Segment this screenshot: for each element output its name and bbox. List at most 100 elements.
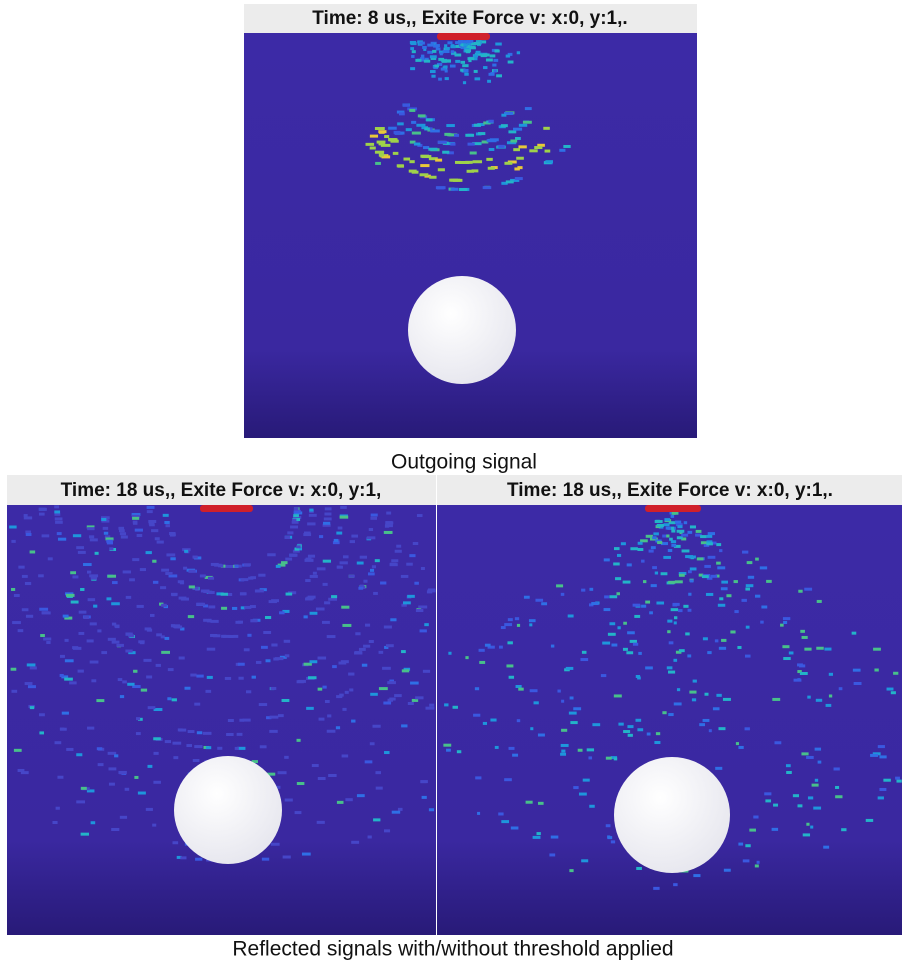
wave-speck [443, 744, 451, 747]
wave-speck [715, 639, 719, 642]
wave-speck [422, 796, 427, 799]
wave-speck [129, 578, 135, 581]
wave-speck [671, 608, 678, 611]
wave-speck [146, 551, 152, 554]
wave-speck [561, 700, 564, 703]
wave-speck [604, 558, 610, 561]
wave-speck [663, 556, 671, 559]
wave-speck [657, 524, 664, 527]
wave-speck [667, 666, 673, 669]
wave-speck [160, 586, 166, 589]
wave-speck [438, 168, 445, 171]
wave-speck [337, 566, 343, 569]
wave-speck [432, 50, 436, 53]
wave-speck [689, 555, 696, 558]
wave-speck [386, 512, 391, 515]
wave-speck [475, 776, 481, 779]
wave-speck [678, 609, 682, 612]
wave-speck [618, 723, 623, 726]
wave-speck [226, 733, 234, 736]
wave-speck [140, 568, 146, 571]
wave-speck [487, 80, 491, 83]
wave-speck [530, 727, 533, 730]
wave-speck [26, 533, 32, 536]
wave-speck [651, 546, 656, 549]
wave-speck [506, 664, 513, 667]
wave-speck [101, 651, 107, 654]
wave-speck [513, 148, 520, 151]
wave-speck [611, 840, 615, 843]
wave-speck [783, 621, 787, 624]
wave-speck [384, 531, 393, 534]
wave-speck [338, 527, 343, 530]
wave-speck [484, 54, 488, 57]
wave-speck [537, 832, 541, 835]
wave-speck [524, 596, 530, 599]
wave-speck [541, 602, 547, 605]
wave-speck [328, 774, 336, 777]
wave-speck [269, 730, 277, 733]
wave-speck [630, 640, 637, 643]
wave-speck [123, 570, 131, 573]
wave-speck [304, 615, 308, 618]
exciter [437, 33, 490, 40]
wave-speck [294, 507, 298, 510]
wave-speck [490, 719, 496, 722]
wave-speck [270, 716, 279, 719]
wave-speck [393, 152, 399, 155]
wave-speck [412, 699, 418, 702]
wave-speck [240, 592, 247, 595]
wave-speck [667, 630, 670, 633]
wave-speck [621, 542, 626, 545]
wave-speck [172, 742, 181, 745]
wave-speck [704, 693, 708, 696]
wave-speck [684, 521, 687, 524]
wave-speck [504, 162, 512, 165]
wave-speck [423, 146, 429, 149]
wave-speck [835, 795, 842, 798]
wave-speck [351, 841, 359, 844]
wave-speck [633, 604, 641, 607]
wave-speck [152, 560, 156, 563]
wave-speck [152, 824, 156, 827]
wave-speck [238, 663, 245, 666]
wave-speck [265, 616, 271, 619]
wave-speck [440, 52, 443, 55]
wave-speck [289, 554, 297, 557]
wave-speck [336, 532, 342, 535]
wave-speck [196, 603, 205, 606]
wave-speck [165, 740, 171, 743]
wave-speck [359, 648, 366, 651]
wave-speck [602, 642, 610, 645]
wave-speck [808, 796, 813, 799]
scatterer [614, 757, 730, 873]
wave-speck [390, 563, 398, 566]
wave-speck [111, 828, 119, 831]
wave-speck [645, 666, 653, 669]
wave-speck [509, 676, 514, 679]
wave-speck [443, 50, 450, 53]
wave-speck [164, 521, 169, 524]
wave-speck [668, 713, 673, 716]
wave-speck [839, 687, 843, 690]
wave-speck [515, 177, 523, 180]
wave-speck [799, 664, 805, 667]
wave-speck [517, 166, 522, 169]
wave-speck [327, 714, 331, 717]
wave-speck [108, 767, 116, 770]
wave-speck [410, 42, 416, 45]
wave-speck [486, 158, 492, 161]
wave-speck [205, 690, 211, 693]
wave-speck [183, 567, 187, 570]
wave-speck [241, 578, 249, 581]
wave-speck [633, 643, 638, 646]
wave-speck [382, 667, 391, 670]
wave-speck [661, 572, 668, 575]
wave-speck [826, 704, 832, 707]
wave-speck [689, 691, 696, 694]
wave-speck [394, 131, 401, 134]
wave-speck [313, 572, 317, 575]
wave-speck [745, 588, 750, 591]
wave-speck [378, 130, 386, 133]
wave-speck [370, 135, 378, 138]
